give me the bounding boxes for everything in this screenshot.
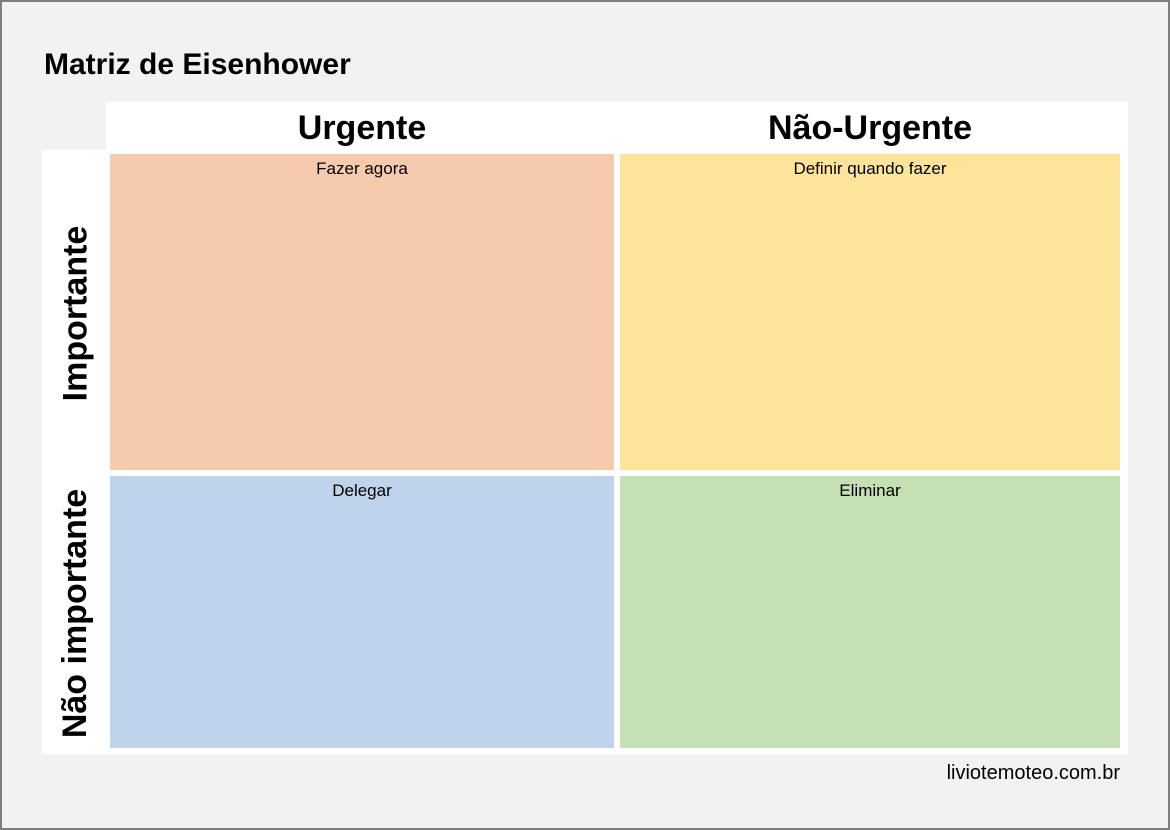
row-header-important: Importante [46, 154, 106, 472]
quadrant-delegate: Delegar [110, 476, 614, 748]
column-header-not-urgent: Não-Urgente [767, 109, 973, 147]
quadrant-eliminate: Eliminar [620, 476, 1120, 748]
column-header-band [106, 102, 1128, 152]
quadrant-schedule: Definir quando fazer [620, 154, 1120, 470]
quadrant-do-now-label: Fazer agora [316, 159, 408, 178]
quadrant-do-now: Fazer agora [110, 154, 614, 470]
row-header-important-label: Importante [56, 225, 95, 401]
row-header-not-important-label: Não importante [56, 488, 95, 738]
diagram-title: Matriz de Eisenhower [44, 48, 351, 81]
quadrant-eliminate-label: Eliminar [839, 481, 901, 500]
row-header-not-important: Não importante [46, 476, 106, 750]
quadrant-schedule-label: Definir quando fazer [793, 159, 947, 178]
footer-site-credit: liviotemoteo.com.br [946, 762, 1120, 784]
column-header-urgent: Urgente [297, 109, 427, 147]
row-header-band [42, 150, 108, 754]
quadrant-delegate-label: Delegar [332, 481, 392, 500]
